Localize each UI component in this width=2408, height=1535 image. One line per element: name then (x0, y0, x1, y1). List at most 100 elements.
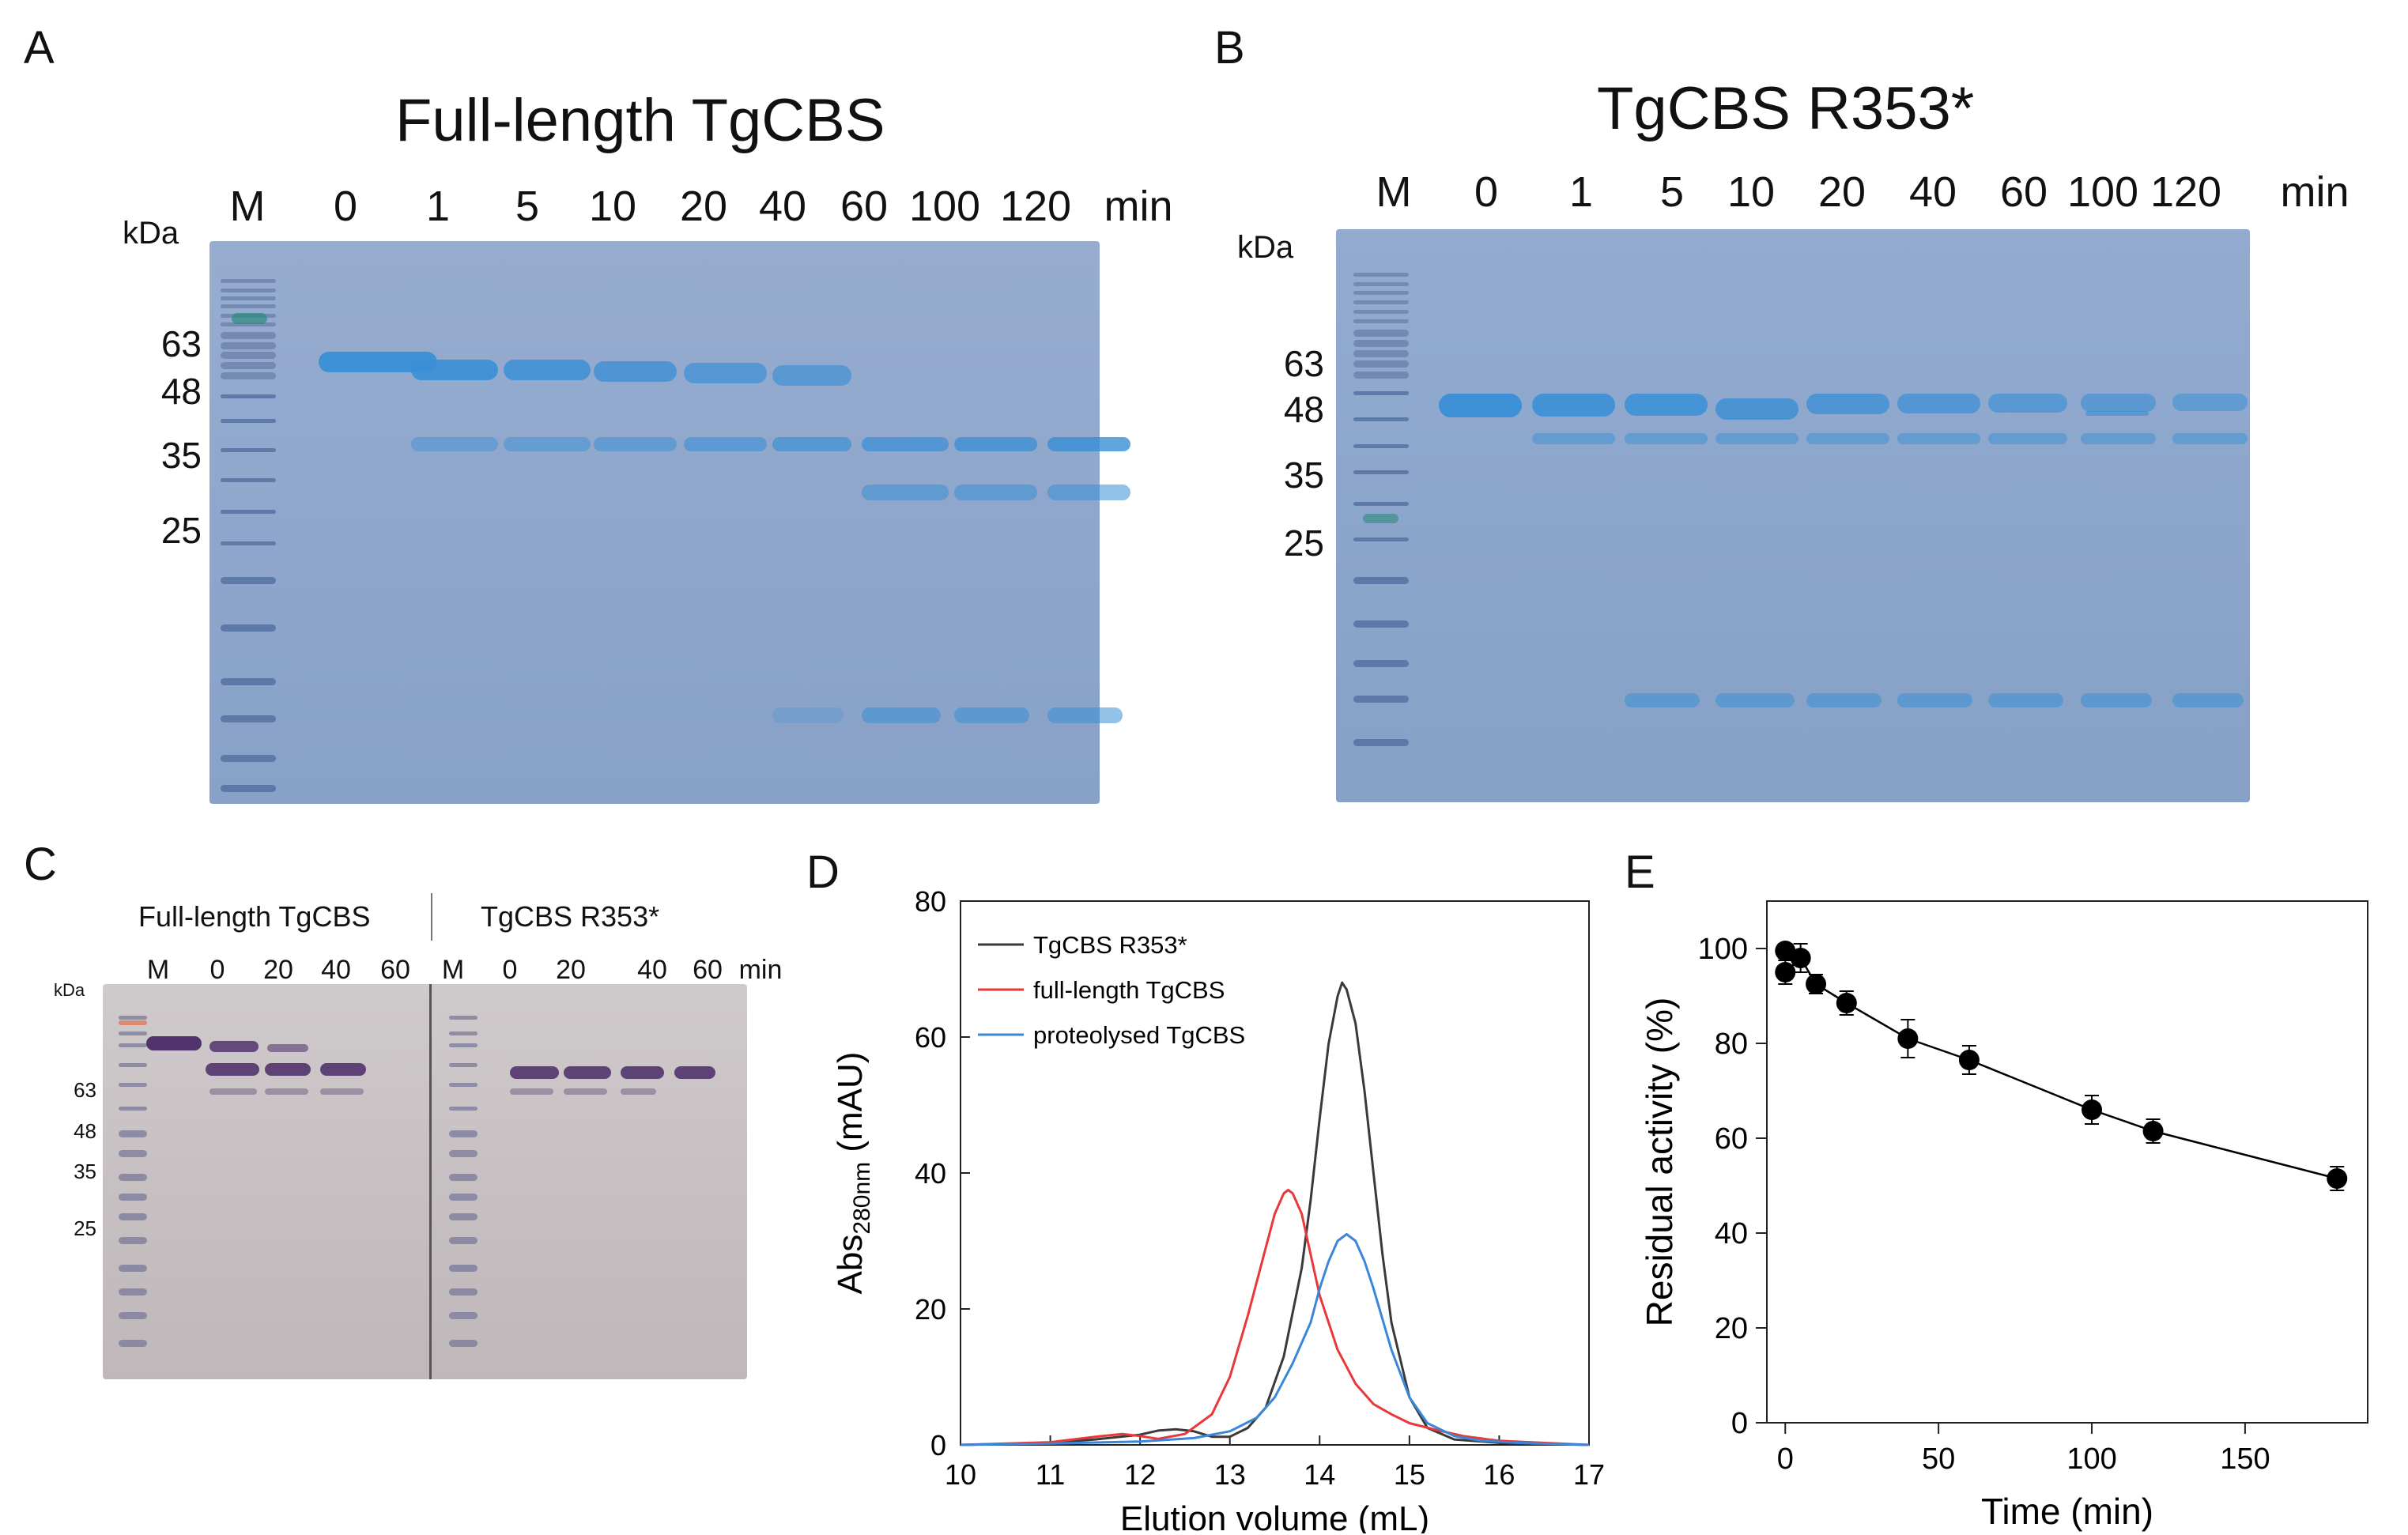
band-35kda (206, 1063, 259, 1076)
band-28kda (1625, 433, 1708, 444)
ladder-band (119, 1130, 147, 1137)
panel-b-lane-label: 40 (1908, 168, 1957, 216)
band-28kda (862, 485, 949, 500)
band-28kda (2172, 433, 2248, 444)
panel-label-e: E (1625, 847, 1655, 898)
ladder-band (119, 1174, 147, 1181)
x-tick-label: 13 (1214, 1458, 1246, 1491)
panel-label-c: C (24, 839, 57, 890)
band-full-length (411, 360, 498, 380)
band-low (772, 707, 844, 723)
data-point (1958, 1050, 1980, 1070)
y-tick-label: 60 (1715, 1122, 1748, 1156)
x-tick-label: 50 (1922, 1443, 1955, 1476)
panel-b-gel-image (1336, 229, 2250, 802)
y-tick-label: 0 (930, 1429, 946, 1461)
panel-c-title-left: Full-length TgCBS (138, 900, 371, 933)
ladder-band (1353, 739, 1409, 746)
x-axis-label: Elution volume (mL) (1120, 1499, 1429, 1533)
band-28kda (1806, 433, 1889, 444)
ladder-band (221, 289, 276, 292)
panel-a-kda-label: kDa (123, 216, 179, 251)
panel-c-title-right: TgCBS R353* (481, 900, 660, 933)
ladder-band (449, 1194, 477, 1201)
ladder-band (1353, 444, 1409, 448)
x-tick-label: 17 (1573, 1458, 1605, 1491)
band-35kda (510, 1066, 559, 1079)
panel-b-lane-label: 0 (1474, 168, 1499, 216)
panel-b-lane-label: 10 (1727, 168, 1776, 216)
ladder-band (119, 1312, 147, 1319)
y-tick-label: 80 (915, 885, 946, 918)
ladder-band (449, 1150, 477, 1157)
ladder-band (119, 1107, 147, 1111)
y-tick-label: 80 (1715, 1028, 1748, 1061)
ladder-band (221, 352, 276, 359)
panel-b-mw-marker: 48 (1283, 389, 1324, 430)
data-point (2327, 1168, 2348, 1189)
y-axis-label: Residual activity (%) (1639, 998, 1680, 1327)
ladder-band (221, 715, 276, 722)
ladder-band (119, 1265, 147, 1272)
band-35kda (1532, 394, 1615, 417)
ladder-band (1353, 620, 1409, 628)
panel-c-kda-label: kDa (54, 980, 85, 1000)
y-axis-label: Abs280nm (mAU) (831, 1052, 875, 1295)
band-28kda (954, 485, 1037, 500)
ladder-band (1353, 300, 1409, 304)
ladder-band (449, 1032, 477, 1035)
ladder-band (1353, 371, 1409, 379)
ladder-band (449, 1043, 477, 1047)
band-28kda (1715, 433, 1798, 444)
panel-b-kda-label: kDa (1237, 230, 1294, 265)
band-35kda (954, 437, 1037, 451)
ladder-green-band (1363, 514, 1398, 523)
panel-c-lane-label: 40 (321, 955, 351, 985)
ladder-band (221, 332, 276, 339)
band-full-length (504, 360, 591, 380)
ladder-band (1353, 330, 1409, 337)
ladder-band (1353, 282, 1409, 286)
ladder-band (221, 342, 276, 349)
band-35kda (862, 437, 949, 451)
panel-a-title: Full-length TgCBS (395, 87, 885, 154)
x-tick-label: 11 (1036, 1458, 1065, 1491)
y-axis-label-main: Abs (831, 1235, 870, 1295)
ladder-band (119, 1032, 147, 1035)
ladder-green-band (232, 313, 267, 324)
panel-c-lane-label: 0 (209, 955, 225, 985)
panel-b-lane-label: 100 (2066, 168, 2139, 216)
band-full-length (684, 363, 767, 383)
band-48kda (2085, 411, 2149, 416)
panel-c-lane-label: 0 (502, 955, 518, 985)
ladder-band (119, 1150, 147, 1157)
y-tick-label: 100 (1698, 933, 1748, 966)
band-low (1625, 693, 1700, 707)
panel-b-lane-label: 5 (1659, 168, 1685, 216)
band-35kda (1047, 437, 1130, 451)
band-35kda (564, 1066, 611, 1079)
panel-c-lane-label: M (441, 955, 465, 985)
ladder-band (449, 1340, 477, 1347)
panel-c-lane-label: M (146, 955, 170, 985)
y-tick-label: 40 (915, 1157, 946, 1190)
band-35kda (1806, 394, 1889, 414)
ladder-band (1353, 660, 1409, 667)
panel-label-a: A (24, 22, 55, 74)
band-35kda (1988, 394, 2067, 413)
data-point (1836, 993, 1857, 1013)
panel-a-unit-label: min (1104, 183, 1173, 230)
panel-c-lane-label: 60 (693, 955, 723, 985)
band-low (1988, 693, 2063, 707)
panel-c-mw-marker: 48 (74, 1119, 96, 1143)
panel-c-title-divider (431, 893, 432, 941)
band-28kda (2081, 433, 2156, 444)
panel-a-lane-label: 60 (840, 183, 889, 230)
panel-a-lane-label: 100 (908, 183, 981, 230)
panel-b-mw-marker: 25 (1283, 522, 1324, 564)
band-28kda (564, 1088, 607, 1095)
band-low (1806, 693, 1881, 707)
band-low (2172, 693, 2244, 707)
ladder-band (1353, 273, 1409, 277)
band-35kda (1715, 398, 1798, 420)
